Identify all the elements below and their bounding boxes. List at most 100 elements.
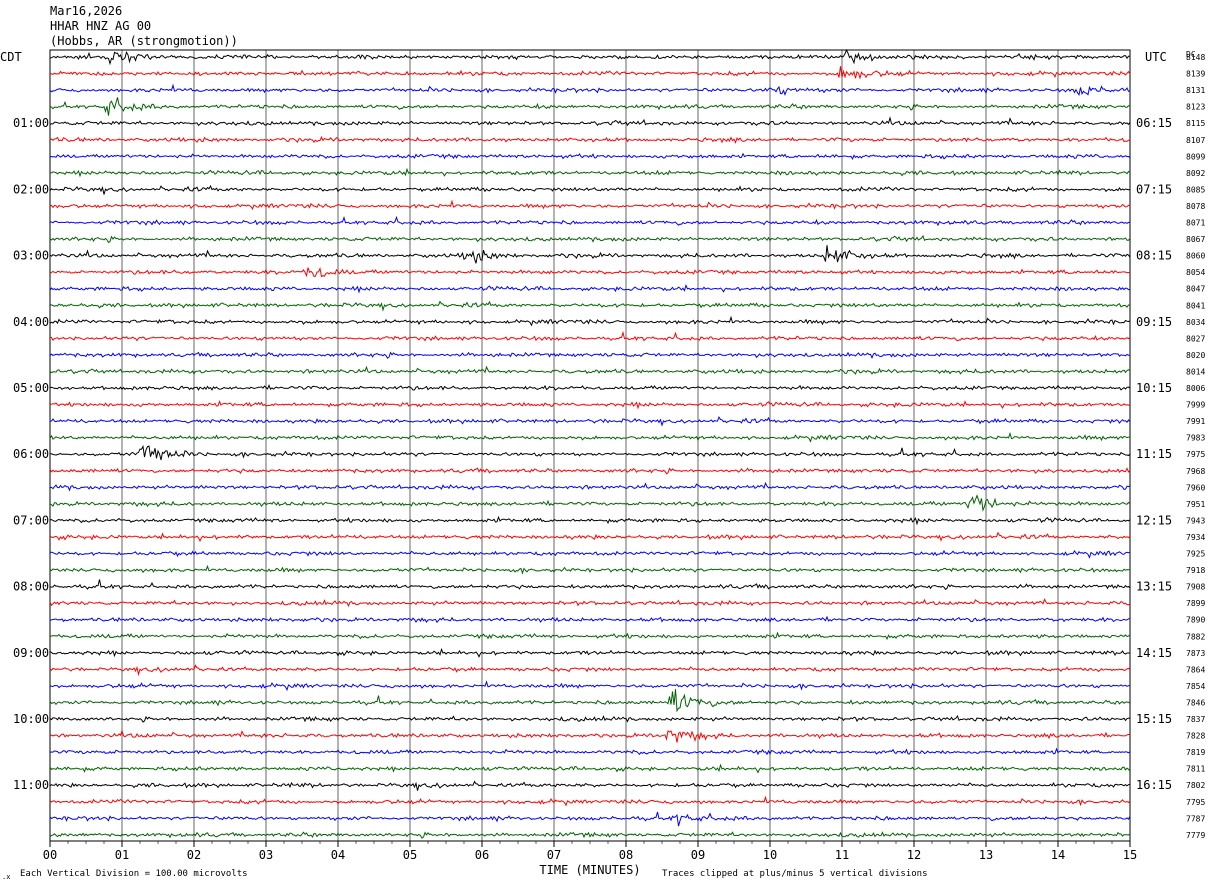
seismic-trace bbox=[49, 780, 1131, 791]
left-hour-label: 01:00 bbox=[13, 116, 49, 130]
dc-offset-label: 7934 bbox=[1186, 533, 1205, 542]
seismic-trace bbox=[49, 615, 1131, 624]
right-hour-label: 16:15 bbox=[1136, 778, 1172, 792]
dc-offset-label: 7908 bbox=[1186, 583, 1205, 592]
seismic-trace bbox=[49, 283, 1131, 294]
plot-frame bbox=[49, 49, 1131, 842]
seismic-trace bbox=[49, 747, 1131, 756]
seismic-trace bbox=[49, 184, 1131, 195]
dc-offset-label: 8071 bbox=[1186, 219, 1205, 228]
dc-offset-label: 8014 bbox=[1186, 367, 1205, 376]
x-tick-label: 00 bbox=[43, 848, 57, 862]
seismic-trace bbox=[49, 215, 1131, 227]
seismic-trace bbox=[49, 234, 1131, 244]
seismic-trace bbox=[49, 83, 1131, 97]
left-hour-label: 11:00 bbox=[13, 778, 49, 792]
left-hour-label: 06:00 bbox=[13, 447, 49, 461]
seismic-trace bbox=[49, 515, 1131, 526]
seismic-trace bbox=[50, 415, 1131, 427]
clip-note: Traces clipped at plus/minus 5 vertical … bbox=[662, 869, 928, 879]
seismic-trace bbox=[50, 400, 1131, 410]
x-tick-label: 02 bbox=[187, 848, 201, 862]
seismic-trace bbox=[49, 689, 1131, 713]
right-hour-label: 14:15 bbox=[1136, 646, 1172, 660]
dc-offset-label: 7890 bbox=[1186, 616, 1205, 625]
x-tick-label: 08 bbox=[619, 848, 633, 862]
dc-offset-label: 8027 bbox=[1186, 334, 1205, 343]
seismic-trace bbox=[49, 831, 1131, 839]
dc-offset-label: 7779 bbox=[1186, 831, 1205, 840]
seismic-trace bbox=[49, 266, 1131, 278]
left-hour-label: 05:00 bbox=[13, 381, 49, 395]
seismic-trace bbox=[49, 116, 1131, 127]
right-hour-label: 06:15 bbox=[1136, 116, 1172, 130]
dc-offset-label: 8107 bbox=[1186, 136, 1205, 145]
dc-offset-label: 7918 bbox=[1186, 566, 1205, 575]
seismic-trace bbox=[49, 315, 1131, 327]
seismic-trace bbox=[49, 167, 1131, 178]
seismic-trace bbox=[49, 664, 1131, 677]
left-hour-label: 09:00 bbox=[13, 646, 49, 660]
seismic-trace bbox=[49, 564, 1131, 575]
right-hour-label: 12:15 bbox=[1136, 513, 1172, 527]
right-hour-label: 13:15 bbox=[1136, 580, 1172, 594]
seismic-trace bbox=[49, 351, 1131, 359]
dc-offset-label: 8054 bbox=[1186, 268, 1205, 277]
seismic-trace bbox=[49, 598, 1131, 608]
dc-offset-label: 8092 bbox=[1186, 169, 1205, 178]
x-tick-label: 15 bbox=[1123, 848, 1137, 862]
dc-offset-label: 8115 bbox=[1186, 119, 1205, 128]
seismic-trace bbox=[49, 152, 1131, 161]
seismic-trace bbox=[49, 300, 1130, 312]
dc-offset-label: 8047 bbox=[1186, 285, 1205, 294]
seismic-trace bbox=[49, 549, 1131, 559]
dc-offset-label: 8060 bbox=[1186, 252, 1205, 261]
dc-offset-label: 7999 bbox=[1186, 401, 1205, 410]
seismic-trace bbox=[49, 66, 1131, 80]
left-timezone-label: CDT bbox=[0, 50, 22, 64]
left-hour-label: 02:00 bbox=[13, 182, 49, 196]
x-axis-label: TIME (MINUTES) bbox=[539, 863, 640, 877]
x-tick-label: 05 bbox=[403, 848, 417, 862]
plot-date: Mar16,2026 bbox=[50, 4, 123, 18]
dc-offset-label: 7991 bbox=[1186, 417, 1205, 426]
seismic-trace bbox=[49, 431, 1131, 443]
seismic-trace bbox=[49, 383, 1131, 391]
right-hour-label: 08:15 bbox=[1136, 249, 1172, 263]
x-tick-label: 10 bbox=[763, 848, 777, 862]
scale-note: Each Vertical Division = 100.00 microvol… bbox=[20, 869, 248, 879]
dc-offset-label: 7951 bbox=[1186, 500, 1205, 509]
left-hour-label: 03:00 bbox=[13, 249, 49, 263]
right-hour-label: 07:15 bbox=[1136, 182, 1172, 196]
dc-offset-label: 7968 bbox=[1186, 467, 1205, 476]
seismic-trace bbox=[49, 795, 1131, 807]
right-hour-label: 15:15 bbox=[1136, 712, 1172, 726]
station-location: (Hobbs, AR (strongmotion)) bbox=[50, 34, 238, 48]
dc-offset-label: 8041 bbox=[1186, 301, 1205, 310]
station-code: HHAR HNZ AG 00 bbox=[50, 19, 152, 33]
dc-offset-label: 7960 bbox=[1186, 483, 1205, 492]
dc-offset-label: 7864 bbox=[1186, 665, 1205, 674]
dc-offset-label: 8085 bbox=[1186, 185, 1205, 194]
right-hour-label: 10:15 bbox=[1136, 381, 1172, 395]
seismic-trace bbox=[49, 330, 1131, 342]
seismic-trace bbox=[49, 680, 1131, 692]
x-tick-label: 14 bbox=[1051, 848, 1065, 862]
right-hour-label: 09:15 bbox=[1136, 315, 1172, 329]
dc-offset-label: 7811 bbox=[1186, 765, 1205, 774]
seismic-trace bbox=[49, 631, 1131, 641]
x-tick-label: 09 bbox=[691, 848, 705, 862]
seismic-trace bbox=[49, 729, 1131, 743]
seismic-trace bbox=[49, 97, 1131, 116]
x-tick-label: 12 bbox=[907, 848, 921, 862]
dc-offset-label: 8131 bbox=[1186, 86, 1205, 95]
x-tick-label: 04 bbox=[331, 848, 345, 862]
dc-offset-label: 8139 bbox=[1186, 70, 1205, 79]
dc-offset-label: 7837 bbox=[1186, 715, 1205, 724]
x-tick-label: 03 bbox=[259, 848, 273, 862]
seismic-trace bbox=[49, 199, 1131, 210]
dc-offset-label: 7873 bbox=[1186, 649, 1205, 658]
seismic-trace bbox=[49, 494, 1131, 513]
right-timezone-label: UTC bbox=[1145, 50, 1167, 64]
dc-offset-label: 7882 bbox=[1186, 632, 1205, 641]
